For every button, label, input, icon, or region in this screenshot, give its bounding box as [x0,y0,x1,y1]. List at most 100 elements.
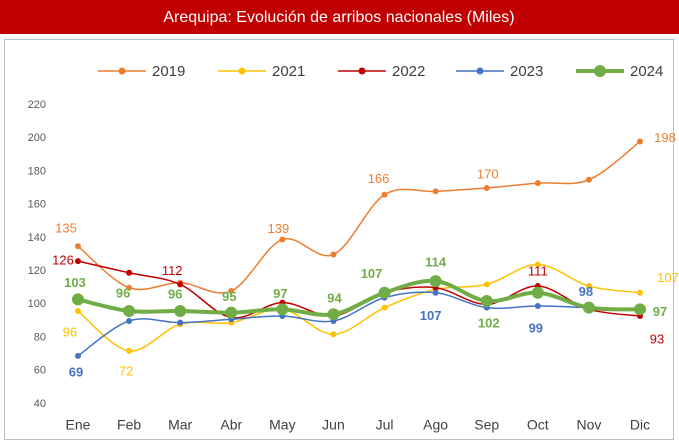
data-label: 107 [361,266,383,281]
legend-label: 2019 [152,63,185,80]
plot-border [4,39,674,440]
data-label: 198 [654,130,676,145]
legend-marker [118,67,126,75]
data-label: 170 [477,166,499,181]
data-label: 98 [579,284,593,299]
data-label: 96 [116,285,130,300]
x-tick-label: Sep [474,417,499,433]
point [75,307,81,314]
point [126,347,133,354]
point [378,286,391,299]
point [174,304,187,317]
data-label: 139 [268,221,290,236]
point [330,331,337,338]
x-tick-label: May [269,417,295,433]
data-label: 103 [64,275,86,290]
point [228,288,235,295]
data-label: 114 [425,255,447,270]
x-tick-label: Jul [376,417,394,433]
point [279,236,286,243]
y-tick-label: 200 [28,132,46,144]
y-tick-label: 160 [28,199,46,211]
y-tick-label: 60 [34,365,46,377]
data-label: 107 [657,270,679,285]
point [534,261,541,268]
data-label: 94 [327,291,342,306]
point [585,176,592,183]
point [126,317,133,324]
data-label: 99 [529,320,543,335]
point [585,283,592,290]
y-tick-label: 120 [28,265,46,277]
y-tick-label: 100 [28,298,46,310]
legend-label: 2022 [392,63,425,80]
point [432,188,439,195]
point [225,306,238,319]
point [75,258,81,265]
data-label: 111 [528,263,548,278]
point [637,289,643,296]
series-line [77,291,641,357]
y-tick-label: 80 [34,331,46,343]
point [480,295,493,308]
data-label: 107 [420,308,442,323]
x-tick-label: Abr [220,417,242,433]
data-label: 126 [52,253,74,268]
point [634,303,646,316]
y-tick-label: 220 [28,99,46,111]
y-tick-label: 40 [34,398,46,410]
point [126,284,133,291]
data-label: 96 [168,286,182,301]
point [75,243,81,250]
point [483,281,490,288]
y-tick-label: 140 [28,232,46,244]
data-label: 166 [368,171,390,186]
data-label: 93 [650,331,664,346]
point [483,185,490,192]
x-tick-label: Mar [168,417,192,433]
point [72,293,84,306]
point [327,308,340,321]
legend-marker [594,65,606,77]
point [177,281,184,288]
point [177,319,184,326]
point [126,269,133,276]
legend-label: 2024 [630,63,663,80]
data-label: 97 [273,286,287,301]
point [330,251,337,258]
y-tick-label: 180 [28,165,46,177]
point [637,138,643,145]
x-tick-label: Oct [527,417,549,433]
point [381,191,388,198]
x-tick-label: Feb [117,417,141,433]
data-label: 102 [478,315,500,330]
point [276,303,289,316]
point [123,304,136,317]
legend-marker [238,67,246,75]
x-tick-label: Jun [322,417,345,433]
point [531,286,544,299]
legend-marker [358,67,366,75]
data-label: 112 [162,263,183,278]
legend-marker [476,67,484,75]
point [582,301,595,314]
point [534,302,541,309]
legend-label: 2021 [272,63,305,80]
legend-label: 2023 [510,63,543,80]
data-label: 135 [55,221,77,236]
data-label: 72 [119,363,133,378]
point [432,289,439,296]
point [429,275,442,288]
data-label: 95 [222,289,236,304]
x-tick-label: Dic [630,417,650,433]
chart-title: Arequipa: Evolución de arribos nacionale… [163,9,514,26]
title-bar [0,0,679,34]
data-label: 96 [63,324,77,339]
x-tick-label: Nov [576,417,601,433]
point [534,180,541,187]
x-tick-label: Ago [423,417,448,433]
x-tick-label: Ene [66,417,91,433]
point [75,352,81,359]
data-label: 97 [653,304,667,319]
